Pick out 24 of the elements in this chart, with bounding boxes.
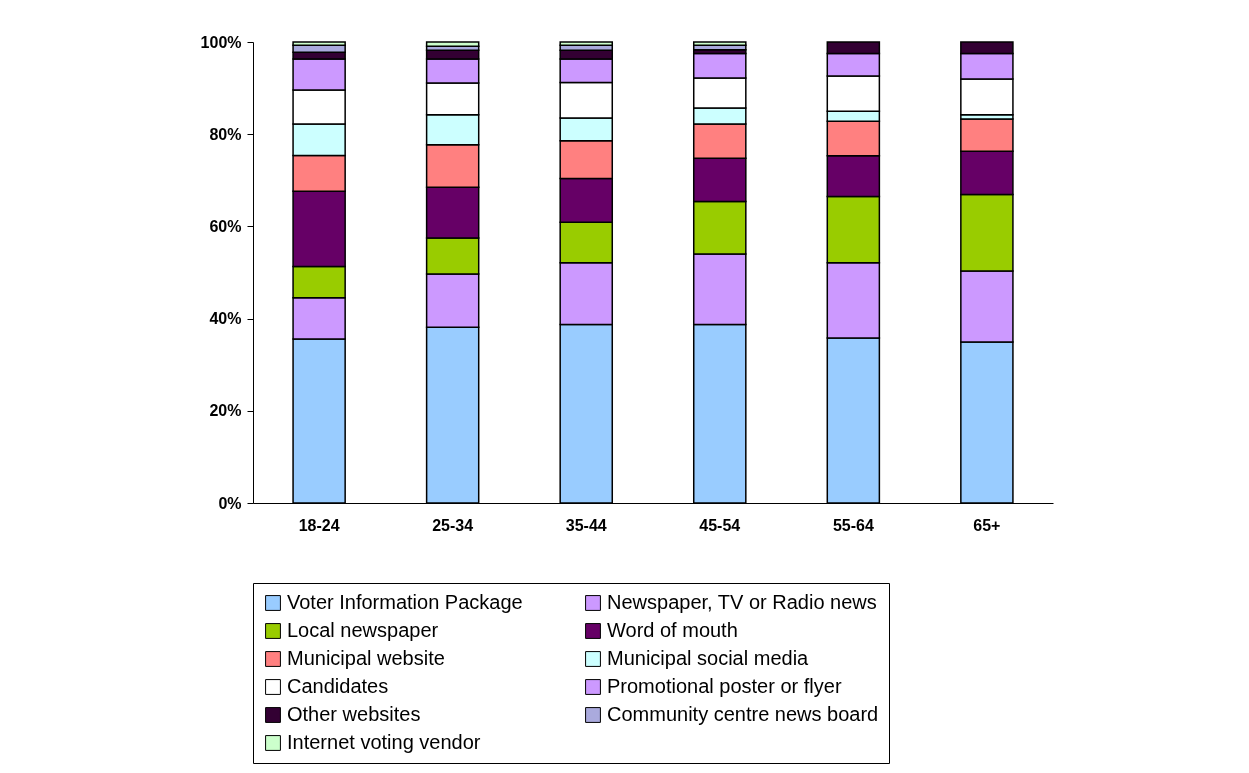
legend-label: Other websites: [287, 703, 421, 725]
x-tick-label: 25-34: [432, 516, 474, 534]
x-tick-label: 35-44: [565, 516, 607, 534]
legend-label: Local newspaper: [287, 619, 439, 641]
y-tick-label: 20%: [209, 402, 242, 420]
x-tick-label: 65+: [973, 516, 1001, 534]
legend-label: Promotional poster or flyer: [607, 675, 842, 697]
legend-label: Municipal social media: [607, 647, 810, 669]
legend-label: Internet voting vendor: [287, 731, 481, 753]
legend-label: Municipal website: [287, 647, 445, 669]
x-tick-label: 45-54: [699, 516, 741, 534]
x-tick-label: 18-24: [298, 516, 340, 534]
legend-label: Word of mouth: [607, 619, 738, 641]
y-tick-label: 100%: [200, 33, 242, 51]
bar: [425, 41, 480, 47]
legend-label: Voter Information Package: [287, 591, 523, 613]
x-tick-label: 55-64: [832, 516, 874, 534]
y-tick-label: 40%: [209, 310, 242, 328]
legend-label: Community centre news board: [607, 703, 879, 725]
y-tick-label: 0%: [218, 494, 242, 512]
y-tick-label: 60%: [209, 217, 242, 235]
legend-label: Candidates: [287, 675, 389, 697]
legend-label: Newspaper, TV or Radio news: [607, 591, 877, 613]
y-tick-label: 80%: [209, 125, 242, 143]
